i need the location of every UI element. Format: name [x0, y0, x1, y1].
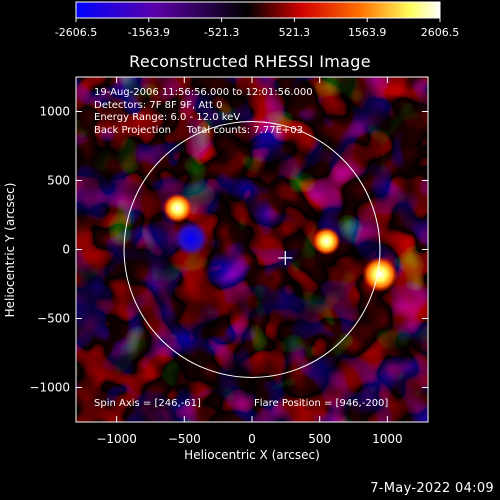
x-tick-label: 1000 [372, 432, 403, 446]
colorbar-tick-label: 521.3 [279, 26, 311, 39]
x-tick-label: 0 [248, 432, 256, 446]
x-axis-label: Heliocentric X (arcsec) [184, 448, 320, 462]
bright-source [162, 193, 193, 224]
info-time-range: 19-Aug-2006 11:56:56.000 to 12:01:56.000 [94, 87, 313, 98]
bright-source [362, 256, 399, 293]
solar-disk-circle [123, 121, 381, 378]
colorbar-tick-label: 2606.5 [421, 26, 460, 39]
colorbar-tick-label: -1563.9 [128, 26, 170, 39]
colorbar-gradient [75, 1, 441, 19]
y-tick-label: 1000 [39, 105, 70, 119]
y-tick-label: −1000 [29, 381, 70, 395]
info-method-counts: Back Projection Total counts: 7.77E+03 [94, 124, 303, 136]
spin-axis-marker [278, 250, 293, 265]
x-tick-label: −500 [168, 432, 201, 446]
x-tick-label: 500 [308, 432, 331, 446]
colorbar-tick-label: 1563.9 [348, 26, 387, 39]
y-tick-label: 0 [62, 243, 70, 257]
colorbar-tick-label: -2606.5 [55, 26, 97, 39]
y-tick-label: 500 [47, 174, 70, 188]
bright-source [312, 227, 341, 256]
timestamp: 7-May-2022 04:09 [370, 481, 494, 496]
observation-info: 19-Aug-2006 11:56:56.000 to 12:01:56.000… [94, 87, 313, 137]
info-detectors: Detectors: 7F 8F 9F, Att 0 [94, 99, 223, 111]
colorbar: -2606.5 -1563.9 -521.3 521.3 1563.9 2606.5 [55, 1, 460, 39]
y-tick-label: −500 [37, 312, 70, 326]
info-energy-range: Energy Range: 6.0 - 12.0 keV [94, 112, 241, 123]
flare-position-text: Flare Position = [946,-200] [254, 398, 389, 409]
colorbar-tick-label: -521.3 [204, 26, 239, 39]
negative-source [173, 220, 209, 257]
spin-axis-text: Spin Axis = [246,-61] [94, 398, 201, 409]
chart-title: Reconstructed RHESSI Image [129, 52, 371, 71]
heatmap-background [76, 77, 428, 422]
x-tick-label: −1000 [96, 432, 137, 446]
y-axis-label: Heliocentric Y (arcsec) [3, 183, 17, 318]
